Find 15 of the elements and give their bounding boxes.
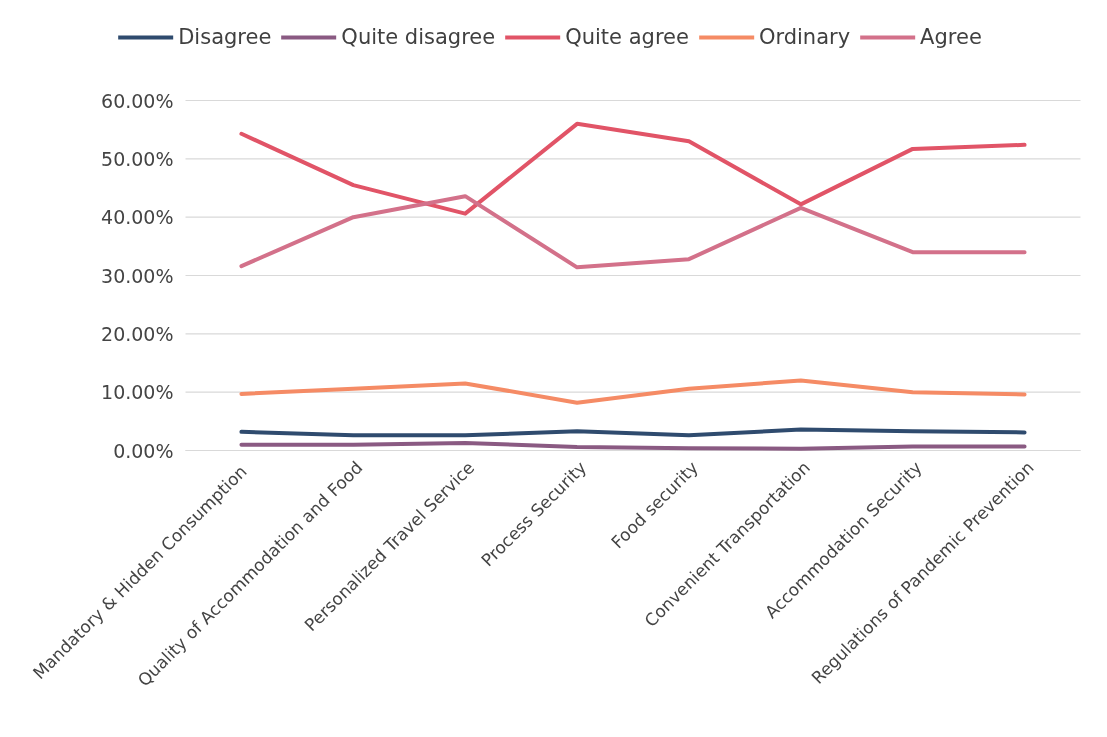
y-tick-label: 50.00%: [101, 147, 174, 170]
legend-label: Quite agree: [565, 25, 689, 49]
legend-label: Disagree: [178, 25, 272, 49]
y-tick-label: 40.00%: [101, 206, 174, 229]
y-tick-label: 0.00%: [113, 439, 174, 462]
y-tick-label: 20.00%: [101, 322, 174, 345]
legend-label: Agree: [920, 25, 982, 49]
line-series: [239, 121, 1027, 216]
legend-label: Ordinary: [758, 25, 851, 49]
y-tick-label: 60.00%: [101, 89, 174, 112]
y-tick-label: 30.00%: [101, 264, 174, 287]
line-series: [239, 194, 1027, 270]
line-series: [239, 378, 1027, 405]
legend-label: Quite disagree: [341, 25, 496, 49]
y-tick-label: 10.00%: [101, 381, 174, 404]
